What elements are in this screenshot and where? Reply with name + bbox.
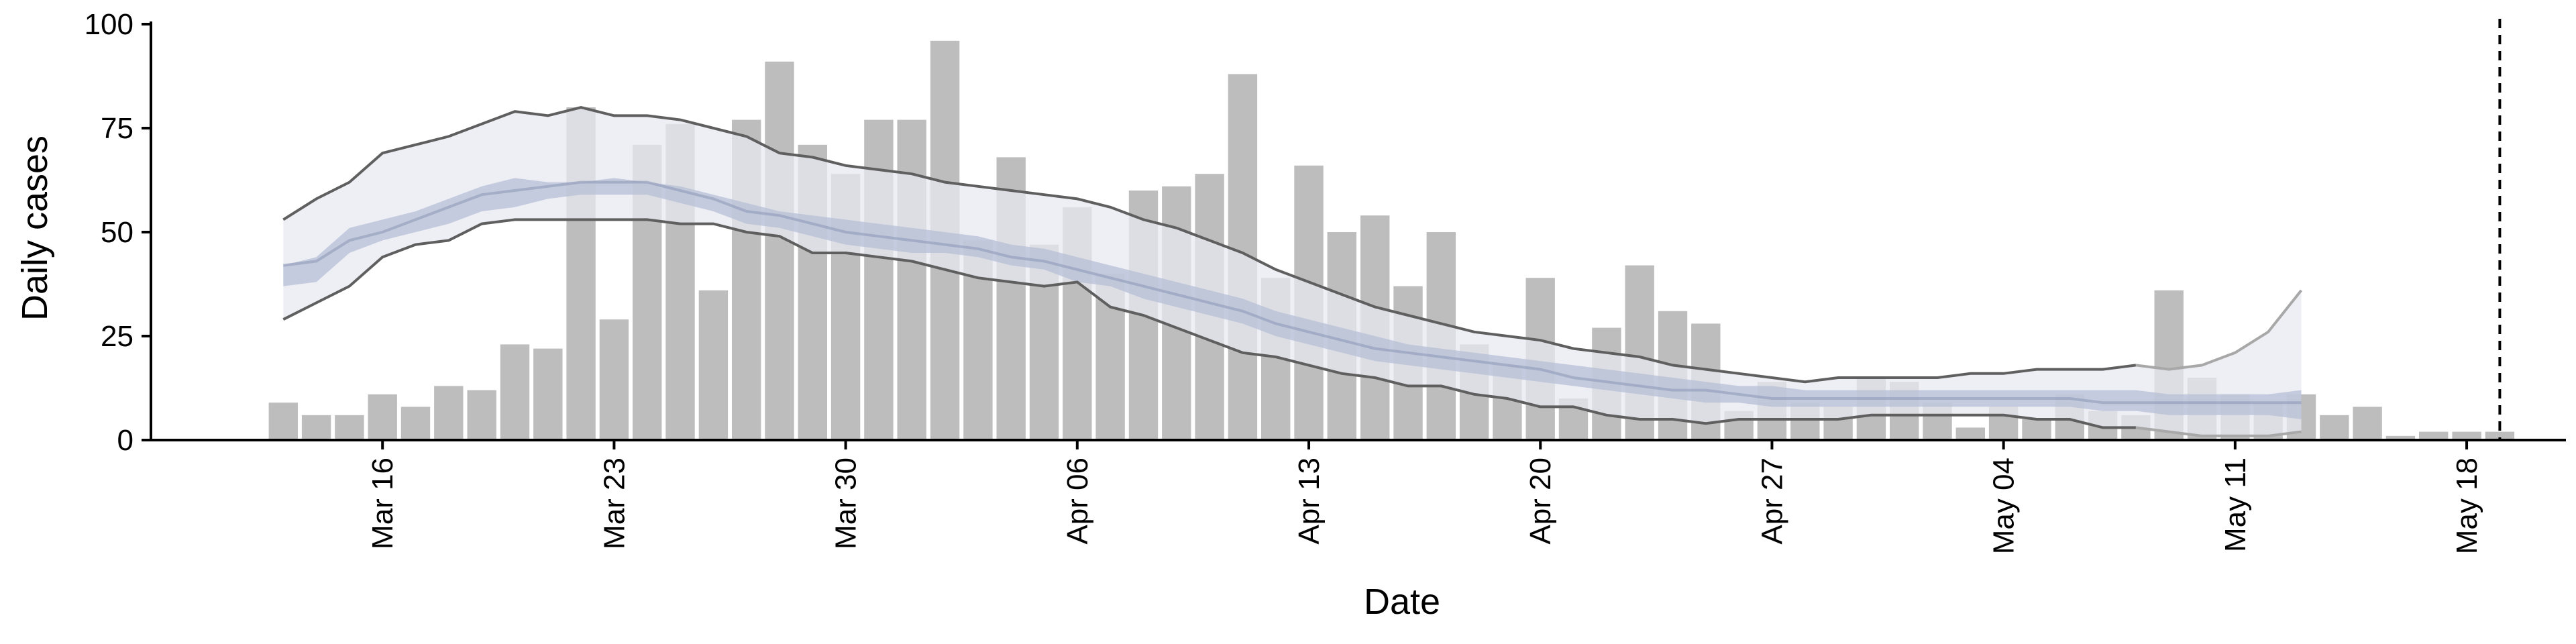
y-tick-label: 25 [101,320,133,353]
y-axis-title: Daily cases [15,136,55,321]
bar [2353,407,2382,440]
lower-bound-line-tail [2135,426,2302,437]
x-tick-label: Apr 13 [1293,458,1326,545]
outer-credible-band [283,107,2302,436]
bar [467,390,496,440]
x-tick-label: May 11 [2219,458,2252,552]
bound-lines-layer [282,105,2303,437]
bar [500,344,530,440]
bar [2485,431,2515,440]
lower-bound-line [282,218,2136,429]
ticks-layer: 0 25 50 75 100 Mar 16 Mar 23 Mar 30 Apr 06 Apr 13… [85,8,2484,554]
x-tick-label: May 18 [2451,458,2483,554]
bar [2419,431,2449,440]
bar [533,348,563,440]
bar [897,119,926,440]
bar [434,386,464,440]
y-tick-label: 0 [117,424,133,457]
x-tick-label: Mar 23 [598,458,631,549]
bar [1955,427,1985,440]
x-tick-label: Apr 27 [1756,458,1788,545]
x-tick-label: Mar 30 [830,458,863,549]
bar [335,415,364,440]
bar [2320,415,2349,440]
bar [765,61,794,441]
bar [368,394,397,440]
upper-bound-line [282,105,2137,384]
bar [268,402,298,440]
bar [599,319,629,440]
y-tick-label: 75 [101,112,133,145]
y-tick-label: 50 [101,216,133,249]
bar [2452,431,2481,440]
x-tick-label: Apr 06 [1061,458,1094,545]
inner-credible-band [283,178,2302,419]
nowcast-band-layer [283,107,2302,436]
upper-bound-line-tail [2135,289,2303,371]
bar [2385,435,2416,440]
bar [698,290,729,440]
x-axis-title: Date [1364,582,1440,622]
x-tick-label: May 04 [1988,458,2021,554]
y-tick-label: 100 [85,8,133,41]
x-tick-label: Mar 16 [366,458,399,549]
bar [301,415,331,440]
bar [400,407,431,440]
median-line [283,180,2302,405]
x-tick-label: Apr 20 [1524,458,1557,545]
bar [2022,419,2051,440]
